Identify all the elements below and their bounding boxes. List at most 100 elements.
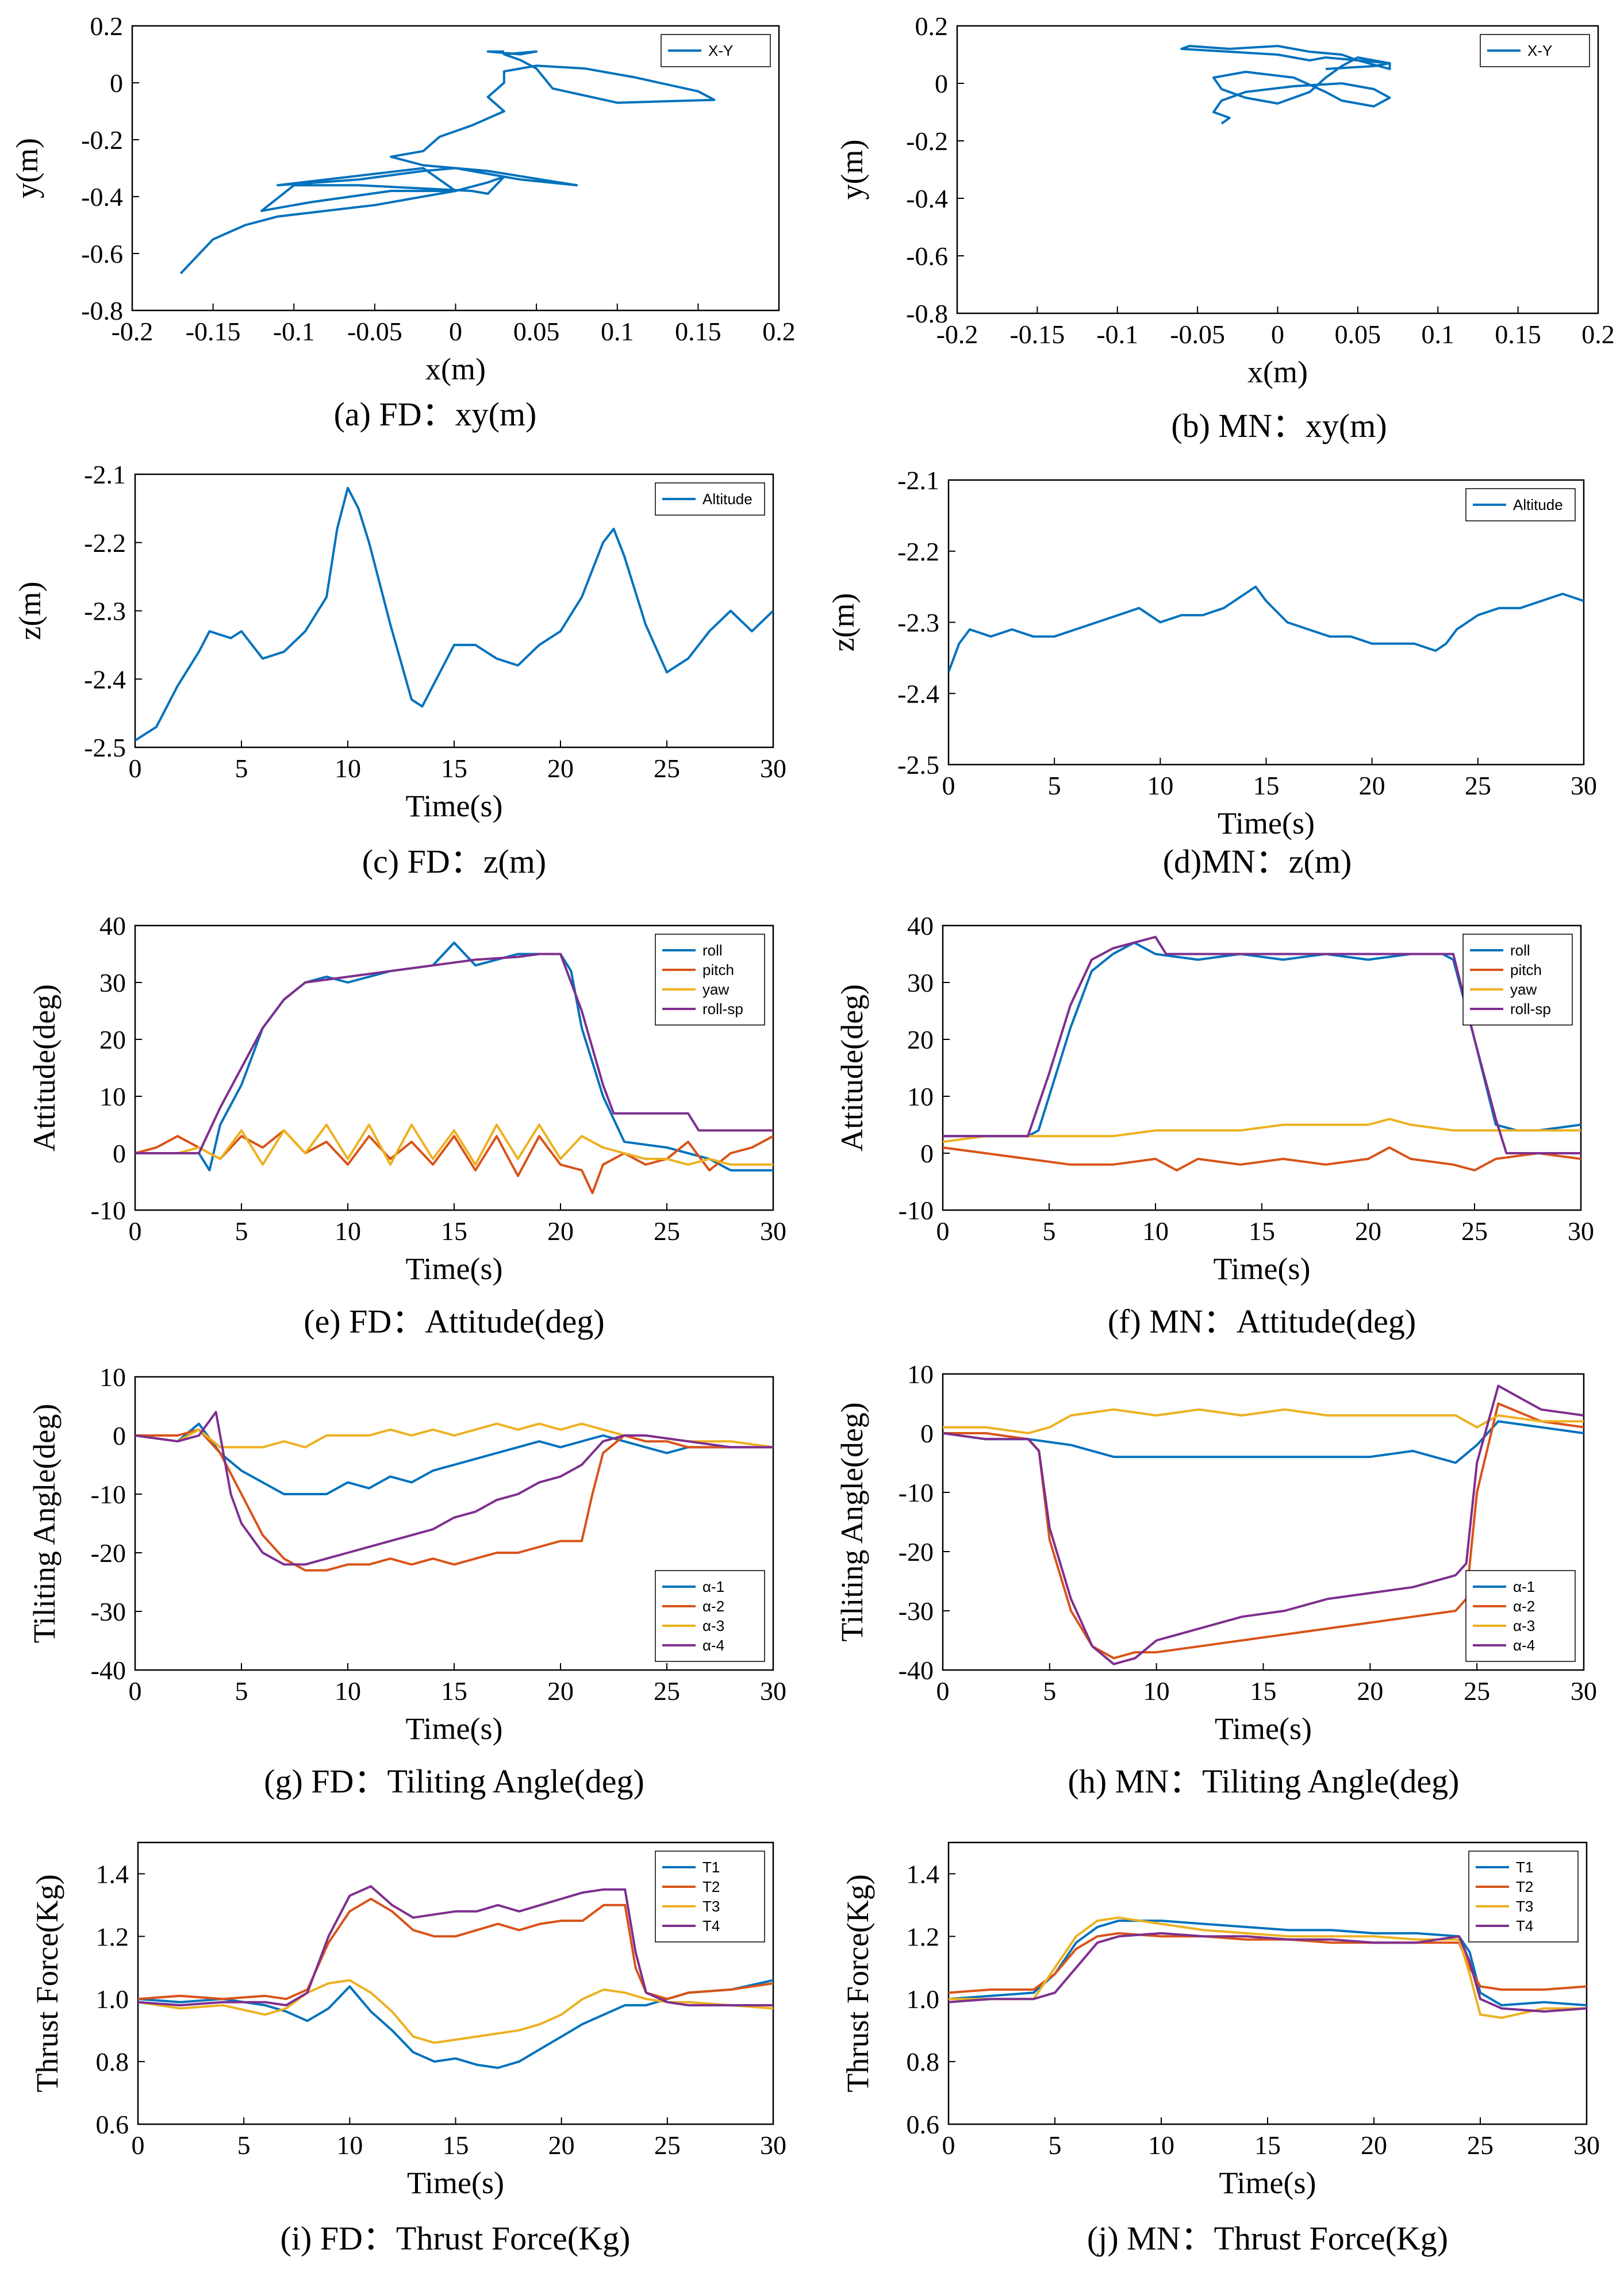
legend-label: yaw: [1510, 981, 1537, 998]
y-tick-label: -30: [91, 1597, 126, 1626]
y-tick-label: 1.4: [907, 1859, 940, 1888]
x-tick-label: 10: [1147, 771, 1173, 800]
y-tick-label: -0.2: [906, 126, 948, 156]
x-axis-label: Time(s): [1213, 1252, 1310, 1286]
y-tick-label: -20: [899, 1537, 934, 1567]
legend-label: α-4: [1513, 1637, 1535, 1654]
x-tick-label: 25: [1467, 2131, 1494, 2160]
panel-caption: (j) MN：Thrust Force(Kg): [1087, 2220, 1448, 2257]
x-tick-label: 20: [548, 2131, 575, 2160]
x-axis-label: Time(s): [405, 1252, 502, 1286]
series-line-α-2: [135, 1428, 773, 1572]
y-tick-label: -10: [899, 1478, 934, 1507]
legend-label: T3: [702, 1898, 720, 1915]
y-axis-label: z(m): [13, 582, 47, 640]
x-tick-label: 5: [237, 2131, 251, 2160]
y-tick-label: -0.2: [81, 125, 123, 155]
x-tick-label: 0.2: [762, 317, 796, 346]
y-tick-label: 0: [113, 1139, 126, 1168]
panel-h: 0 5 10 15 20 25 30 10 0 -10 -20 -30 -40 Time(s) Tiliti…: [835, 1360, 1597, 1800]
legend-label: pitch: [702, 961, 734, 978]
panel-b: -0.2 -0.15 -0.1 -0.05 0 0.05 0.1 0.15 0.2 0.2 0 -0.…: [835, 11, 1615, 444]
x-tick-label: 20: [547, 1676, 574, 1706]
y-tick-label: 10: [907, 1360, 934, 1389]
series-line-α-4: [943, 1384, 1584, 1665]
legend-label: pitch: [1510, 961, 1542, 978]
y-tick-label: -20: [91, 1538, 126, 1568]
panel-j: 0 5 10 15 20 25 30 1.4 1.2 1.0 0.8 0.6 Time(s) Thrust…: [840, 1841, 1600, 2257]
y-tick-label: -0.8: [906, 299, 948, 328]
y-tick-label: -30: [899, 1596, 934, 1626]
x-axis-label: x(m): [1247, 355, 1308, 389]
legend-label: T4: [702, 1917, 720, 1934]
legend-label: roll: [702, 942, 723, 959]
legend-label: α-1: [1513, 1578, 1535, 1595]
legend-label: T1: [702, 1859, 720, 1876]
y-tick-label: -2.4: [897, 679, 939, 708]
x-tick-label: 0: [129, 754, 142, 783]
x-tick-label: 15: [443, 2131, 469, 2160]
series-line-T1: [138, 1979, 773, 2069]
legend-label: Altitude: [1513, 496, 1563, 513]
x-tick-label: -0.2: [112, 317, 153, 346]
x-tick-label: 10: [1143, 1676, 1170, 1706]
legend: roll pitch yaw roll-sp: [1462, 934, 1573, 1026]
panel-g: 0 5 10 15 20 25 30 10 0 -10 -20 -30 -40 Time(s) Tiliti…: [27, 1362, 786, 1800]
legend-label: α-1: [702, 1578, 724, 1595]
x-tick-label: 30: [760, 1216, 786, 1246]
x-tick-label: 0.15: [1495, 320, 1541, 349]
y-tick-label: 30: [907, 968, 934, 997]
x-tick-label: 0: [942, 771, 955, 800]
legend: Altitude: [1465, 488, 1576, 521]
y-tick-label: 0.2: [90, 11, 124, 41]
series-line-T4: [138, 1885, 773, 2007]
x-tick-label: 0: [942, 2131, 955, 2160]
y-tick-label: -2.5: [897, 750, 939, 780]
x-tick-label: 10: [1148, 2131, 1174, 2160]
y-tick-label: 10: [99, 1362, 126, 1392]
y-axis-label: Attitude(deg): [27, 984, 62, 1151]
x-tick-label: 20: [1357, 1676, 1383, 1706]
legend: Altitude: [655, 482, 765, 516]
legend-label: T3: [1516, 1898, 1533, 1915]
x-axis-label: Time(s): [1219, 2166, 1316, 2200]
x-tick-label: 30: [1571, 1676, 1597, 1706]
y-tick-label: -2.2: [897, 537, 939, 566]
series-line-T2: [949, 1932, 1587, 1994]
panel-i: 0 5 10 15 20 25 30 1.4 1.2 1.0 0.8 0.6 Time(s) Thrust…: [30, 1841, 786, 2257]
y-tick-label: 10: [907, 1082, 934, 1111]
panel-caption: (i) FD：Thrust Force(Kg): [281, 2220, 631, 2257]
x-tick-label: 0.1: [1422, 320, 1455, 349]
x-tick-label: 0: [129, 1216, 142, 1246]
x-tick-label: 10: [1142, 1216, 1169, 1246]
series-line-T3: [138, 1979, 773, 2044]
panel-a: -0.2 -0.15 -0.1 -0.05 0 0.05 0.1 0.15 0.2 0.2 0 -0.…: [10, 11, 796, 433]
y-tick-label: -2.1: [84, 460, 126, 489]
x-tick-label: 30: [760, 754, 786, 783]
legend: T1 T2 T3 T4: [1468, 1851, 1579, 1943]
x-tick-label: 20: [547, 754, 574, 783]
y-axis-label: Tiliting Angle(deg): [27, 1404, 62, 1644]
x-tick-label: -0.05: [1170, 320, 1225, 349]
y-tick-label: -0.6: [906, 241, 948, 271]
y-tick-label: 0: [920, 1139, 934, 1168]
x-tick-label: 5: [235, 754, 248, 783]
series-line-Altitude: [949, 585, 1584, 673]
x-tick-label: 5: [235, 1676, 248, 1706]
y-tick-label: -0.8: [81, 296, 123, 325]
legend-label: roll: [1510, 942, 1530, 959]
panel-caption: (b) MN：xy(m): [1171, 407, 1387, 444]
x-tick-label: 30: [1573, 2131, 1600, 2160]
x-tick-label: 20: [1359, 771, 1385, 800]
x-tick-label: 5: [1049, 2131, 1062, 2160]
x-tick-label: 0.05: [1335, 320, 1381, 349]
y-axis-label: Thrust Force(Kg): [840, 1874, 875, 2092]
y-tick-label: 20: [99, 1025, 126, 1054]
x-tick-label: 0: [129, 1676, 142, 1706]
plot-frame: [956, 25, 1599, 314]
x-tick-label: 15: [1254, 2131, 1281, 2160]
y-tick-label: 1.4: [96, 1859, 129, 1888]
panel-f: 0 5 10 15 20 25 30403020100-10Time(s)Attitude(…: [835, 911, 1594, 1340]
legend-label: α-3: [702, 1617, 724, 1634]
